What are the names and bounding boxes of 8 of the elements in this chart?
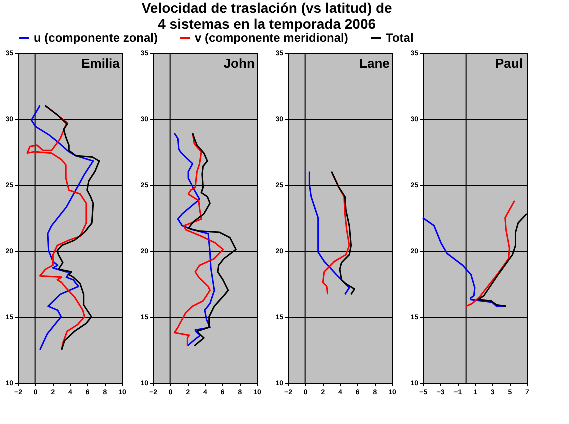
legend-label: Total [386,31,414,45]
chart-title: John [224,56,255,71]
text: Velocidad de traslación (vs latitud) de 4 sistemas en la temporada 2006 [142,0,393,32]
chart-title: Emilia [82,56,120,71]
legend-label: u (componente zonal) [34,31,158,45]
chart-title: Lane [360,56,390,71]
legend-label: v (componente meridional) [195,31,348,45]
chart-title: Paul [495,56,523,71]
